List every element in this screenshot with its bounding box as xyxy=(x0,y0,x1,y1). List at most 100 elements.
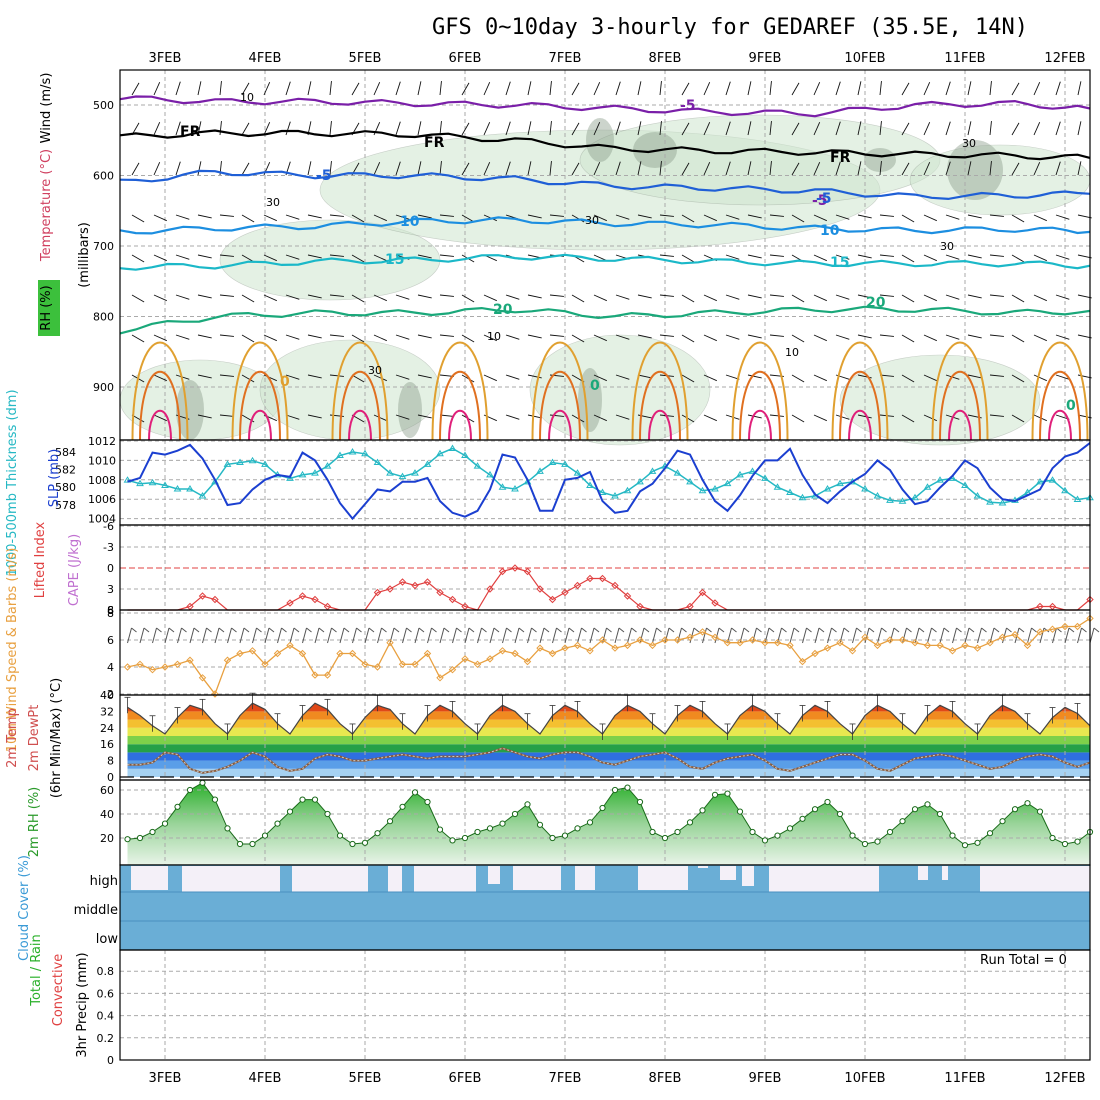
wind-speed-point xyxy=(386,638,394,647)
wind-barb xyxy=(747,81,752,96)
thickness-point xyxy=(461,451,469,459)
wind-barb xyxy=(219,254,234,257)
cloud-gap xyxy=(638,866,688,890)
surface-wind-barb xyxy=(464,627,470,644)
rh-point xyxy=(386,818,394,825)
wind-barb xyxy=(659,214,674,217)
surface-wind-barb-feather xyxy=(1006,627,1012,633)
isotherm-label: -5 xyxy=(816,191,832,207)
thickness-point xyxy=(911,493,919,501)
wind-barb xyxy=(197,214,212,219)
wind-barb xyxy=(835,121,841,136)
rh-point xyxy=(624,784,631,791)
lifted-index-point xyxy=(561,588,569,597)
wind-barb xyxy=(527,161,532,176)
wind-speed-point xyxy=(836,638,844,647)
lifted-index-point xyxy=(586,574,594,583)
surface-wind-barb xyxy=(514,627,520,644)
wind-speed-point xyxy=(898,636,907,644)
wind-barb xyxy=(153,214,167,222)
surface-wind-barb xyxy=(189,627,195,644)
wind-barb xyxy=(153,254,167,262)
surface-wind-barb-feather xyxy=(318,627,325,633)
surface-wind-barb xyxy=(852,627,857,644)
wind-speed-point xyxy=(523,657,532,666)
temperature-tick: 32 xyxy=(100,705,114,718)
surface-wind-barb xyxy=(239,627,245,644)
wind-speed-point xyxy=(311,671,319,679)
wind-barb xyxy=(989,161,992,176)
total-rain-label: Total / Rain xyxy=(29,934,44,1007)
wind-speed-point xyxy=(911,638,919,647)
surface-wind-barb-feather xyxy=(1031,627,1037,633)
rh-point xyxy=(1074,838,1081,845)
surface-isotherm-loop xyxy=(948,409,972,441)
wind-barb xyxy=(879,161,882,176)
wind-barb xyxy=(263,334,277,342)
wind-barb xyxy=(263,254,277,262)
wind-barb xyxy=(703,122,711,136)
wind-barb xyxy=(527,374,542,379)
wind-barb xyxy=(219,374,234,377)
cloud-gap xyxy=(742,866,754,886)
isotherm-2 xyxy=(119,169,1091,201)
wind-speed-point xyxy=(1073,622,1082,631)
wind-speed-point xyxy=(986,638,994,647)
wind-speed-point xyxy=(761,638,769,647)
surface-wind-barb-feather xyxy=(743,627,750,633)
wind-barb xyxy=(967,161,972,176)
rh-point xyxy=(699,807,706,814)
wind-barb xyxy=(879,334,894,337)
wind-barb xyxy=(285,121,291,136)
surface-wind-barb xyxy=(577,627,582,644)
cloud-gap xyxy=(182,866,280,892)
wind-barb xyxy=(835,414,850,420)
wind-speed-point xyxy=(598,636,607,644)
rh-point xyxy=(411,789,419,796)
wind-barb xyxy=(967,334,982,339)
wind-barb xyxy=(153,294,167,302)
thickness-point xyxy=(711,484,719,492)
rh-point xyxy=(174,803,181,810)
wind-barb xyxy=(769,334,784,337)
wind-speed-point xyxy=(173,660,182,669)
surface-wind-barb-feather xyxy=(468,627,475,633)
wind-barb xyxy=(593,214,607,222)
wind-barb xyxy=(1033,374,1047,382)
lifted-index-point xyxy=(548,595,557,604)
wind-barb xyxy=(439,81,442,96)
wind-barb xyxy=(373,82,381,96)
rh-point xyxy=(311,796,319,803)
wind-barb xyxy=(835,81,841,96)
rh-point xyxy=(849,832,856,839)
wind-speed-point xyxy=(298,649,307,658)
wind-barb xyxy=(791,122,800,136)
thickness-point xyxy=(348,448,357,455)
temperature-tick: 8 xyxy=(107,755,114,768)
wind-barb xyxy=(637,294,652,299)
thickness-point xyxy=(636,477,644,485)
surface-wind-barb-feather xyxy=(393,627,400,633)
wind-barb xyxy=(769,294,784,297)
rh-point xyxy=(536,821,544,828)
wind-barb xyxy=(901,294,915,303)
wind-speed-point xyxy=(961,641,969,650)
surface-wind-barb-feather xyxy=(731,627,737,633)
wind-barb xyxy=(351,254,365,263)
wind-barb xyxy=(703,214,717,222)
wind-speed-point xyxy=(886,636,894,644)
surface-wind-barb xyxy=(589,627,595,644)
wind-barb xyxy=(175,161,181,176)
surface-wind-barb-feather xyxy=(956,627,962,633)
surface-wind-barb xyxy=(652,627,657,644)
surface-wind-barb xyxy=(964,627,970,644)
wind-barb xyxy=(439,254,454,257)
lifted-index-point xyxy=(711,599,719,607)
wind-barb xyxy=(1011,162,1020,176)
wind-barb xyxy=(395,214,410,220)
surface-wind-barb xyxy=(177,627,182,644)
cloud-panel: high middle low Cloud Cover (%) xyxy=(17,855,1091,961)
top-date-axis: 3FEB 4FEB 5FEB 6FEB 7FEB 8FEB 9FEB 10FEB 11FEB 12… xyxy=(149,51,1086,66)
thickness-point xyxy=(261,460,269,467)
wind-barb xyxy=(857,334,872,339)
